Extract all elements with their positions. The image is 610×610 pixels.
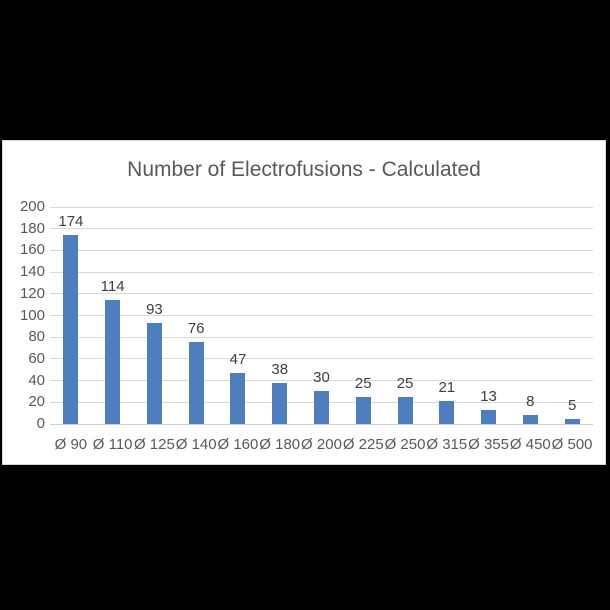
bar-value-label-Ø-315: 21 bbox=[438, 379, 456, 397]
x-tick-label-Ø-160: Ø 160 bbox=[217, 436, 259, 453]
bar-Ø-315 bbox=[439, 401, 455, 424]
y-tick-label-20: 20 bbox=[28, 393, 45, 411]
y-tick-label-100: 100 bbox=[19, 306, 45, 324]
y-tick-label-200: 200 bbox=[19, 198, 45, 215]
plot-area: 0 20 40 60 80 100 120 140 160 180 200 174 114 93 76 47… bbox=[20, 199, 593, 453]
y-tick-label-80: 80 bbox=[28, 328, 45, 346]
bar-Ø-125 bbox=[146, 323, 162, 424]
chart-container: Number of Electrofusions - Calculated 0 2… bbox=[2, 140, 606, 465]
bar-value-label-Ø-180: 38 bbox=[271, 360, 289, 378]
x-tick-label-Ø-225: Ø 225 bbox=[342, 436, 384, 453]
x-tick-label-Ø-450: Ø 450 bbox=[509, 436, 551, 453]
y-tick-label-60: 60 bbox=[28, 349, 45, 367]
bar-value-label-Ø-140: 76 bbox=[187, 319, 205, 337]
bar-Ø-180 bbox=[272, 382, 288, 424]
bar-value-label-Ø-160: 47 bbox=[229, 351, 247, 368]
y-tick-label-140: 140 bbox=[19, 263, 45, 281]
bar-Ø-355 bbox=[481, 409, 497, 424]
bar-value-label-Ø-500: 5 bbox=[567, 396, 577, 414]
bar-value-label-Ø-125: 93 bbox=[146, 301, 163, 319]
x-tick-label-Ø-200: Ø 200 bbox=[301, 436, 342, 453]
x-tick-label-Ø-355: Ø 355 bbox=[468, 436, 509, 453]
gridline-y-140 bbox=[50, 271, 593, 273]
gridline-y-160 bbox=[50, 249, 593, 251]
bar-value-label-Ø-355: 13 bbox=[480, 387, 497, 405]
gridline-y-120 bbox=[50, 293, 593, 295]
gridline-y-40 bbox=[50, 380, 593, 382]
x-tick-label-Ø-180: Ø 180 bbox=[259, 436, 301, 453]
bar-value-label-Ø-250: 25 bbox=[396, 374, 414, 392]
y-tick-label-180: 180 bbox=[19, 219, 45, 237]
y-tick-label-0: 0 bbox=[36, 415, 45, 432]
x-tick-label-Ø-140: Ø 140 bbox=[175, 436, 217, 453]
x-tick-label-Ø-250: Ø 250 bbox=[384, 436, 426, 453]
gridline-y-200 bbox=[50, 206, 593, 208]
bar-Ø-500 bbox=[564, 418, 580, 424]
chart-title: Number of Electrofusions - Calculated bbox=[127, 158, 481, 181]
bar-value-label-Ø-110: 114 bbox=[100, 278, 125, 296]
bar-value-label-Ø-90: 174 bbox=[58, 213, 84, 231]
x-tick-label-Ø-90: Ø 90 bbox=[54, 436, 88, 453]
gridline-y-0 bbox=[50, 423, 593, 425]
bar-value-label-Ø-450: 8 bbox=[526, 393, 535, 411]
y-tick-label-160: 160 bbox=[19, 241, 45, 259]
x-tick-label-Ø-110: Ø 110 bbox=[92, 436, 133, 453]
bar-Ø-200 bbox=[314, 391, 329, 424]
bar-Ø-140 bbox=[188, 341, 204, 424]
bar-Ø-90 bbox=[63, 235, 79, 424]
bar-Ø-110 bbox=[105, 300, 121, 424]
y-tick-label-40: 40 bbox=[28, 371, 45, 389]
gridline-y-80 bbox=[50, 336, 593, 338]
bar-Ø-450 bbox=[522, 415, 538, 424]
bar-Ø-160 bbox=[230, 373, 246, 424]
x-tick-label-Ø-500: Ø 500 bbox=[551, 436, 593, 453]
bar-Ø-250 bbox=[397, 396, 413, 424]
gridline-y-100 bbox=[50, 315, 593, 316]
gridline-y-180 bbox=[50, 228, 593, 230]
bar-value-label-Ø-200: 30 bbox=[313, 369, 330, 387]
x-tick-label-Ø-315: Ø 315 bbox=[426, 436, 468, 453]
x-tick-label-Ø-125: Ø 125 bbox=[133, 436, 175, 453]
y-tick-label-120: 120 bbox=[19, 284, 45, 302]
gridline-y-60 bbox=[50, 358, 593, 360]
bar-value-label-Ø-225: 25 bbox=[354, 374, 372, 392]
bar-Ø-225 bbox=[355, 396, 371, 424]
